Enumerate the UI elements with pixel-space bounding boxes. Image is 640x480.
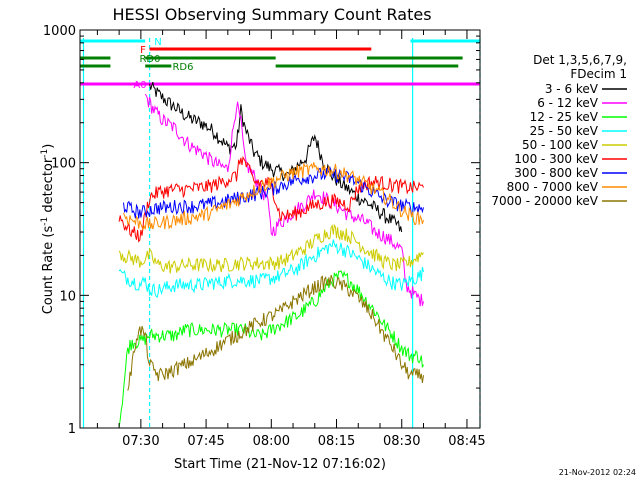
y-axis-label-mid: detector — [41, 157, 56, 217]
y-tick-label: 100 — [51, 157, 76, 172]
legend-entry-label: 7000 - 20000 keV — [491, 194, 598, 208]
series-line-8 — [127, 274, 424, 391]
x-tick-label: 07:45 — [187, 434, 224, 449]
legend-entry-label: 3 - 6 keV — [545, 82, 599, 96]
series-line-6 — [123, 166, 424, 219]
x-tick-label: 08:45 — [448, 434, 485, 449]
y-axis-label-end: ) — [41, 144, 56, 149]
instrument-vlines — [82, 38, 481, 428]
legend-entry-label: 12 - 25 keV — [530, 110, 599, 124]
footer-date: 21-Nov-2012 02:24 — [559, 468, 636, 477]
y-axis-label-sup2: -1 — [40, 149, 50, 158]
flag-label-f: F — [140, 45, 146, 56]
series-line-3 — [118, 239, 424, 298]
y-axis-label: Count Rate (s-1 detector-1) — [40, 144, 56, 315]
y-tick-label: 1 — [68, 422, 76, 437]
legend-entry-label: 300 - 800 keV — [514, 166, 598, 180]
chart-title: HESSI Observing Summary Count Rates — [112, 5, 431, 24]
plot-frame — [79, 29, 481, 429]
legend-header-line1: Det 1,3,5,6,7,9, — [533, 53, 627, 67]
legend-header-line2: FDecim 1 — [570, 67, 627, 81]
flag-label-n: N — [154, 37, 161, 48]
x-axis-label: Start Time (21-Nov-12 07:16:02) — [174, 457, 386, 472]
series-line-1 — [144, 93, 424, 307]
series-line-2 — [118, 269, 424, 427]
legend-entry-label: 25 - 50 keV — [530, 124, 599, 138]
legend-entry-label: 800 - 7000 keV — [507, 180, 599, 194]
y-axis: 1 10 100 1000 — [43, 24, 480, 437]
x-tick-label: 07:30 — [122, 434, 159, 449]
series-lines — [118, 81, 424, 427]
flag-label-rd0: RD0 — [139, 54, 160, 65]
y-tick-label: 10 — [59, 289, 76, 304]
flag-label-a0: A0 — [133, 80, 146, 91]
y-axis-label-sup1: -1 — [40, 217, 50, 226]
legend-entry-label: 100 - 300 keV — [514, 152, 598, 166]
y-tick-label: 1000 — [43, 24, 76, 39]
x-tick-label: 08:00 — [253, 434, 290, 449]
series-line-4 — [118, 223, 424, 274]
x-tick-label: 08:15 — [318, 434, 355, 449]
flag-label-rd6: RD6 — [172, 62, 193, 73]
legend-entry-label: 6 - 12 keV — [537, 96, 599, 110]
y-axis-label-main: Count Rate (s — [41, 226, 56, 315]
series-line-0 — [149, 81, 403, 233]
x-axis: 07:30 07:45 08:00 08:15 08:30 08:45 — [96, 30, 486, 449]
legend-entry-label: 50 - 100 keV — [522, 138, 599, 152]
x-tick-label: 08:30 — [383, 434, 420, 449]
series-line-7 — [123, 161, 424, 231]
